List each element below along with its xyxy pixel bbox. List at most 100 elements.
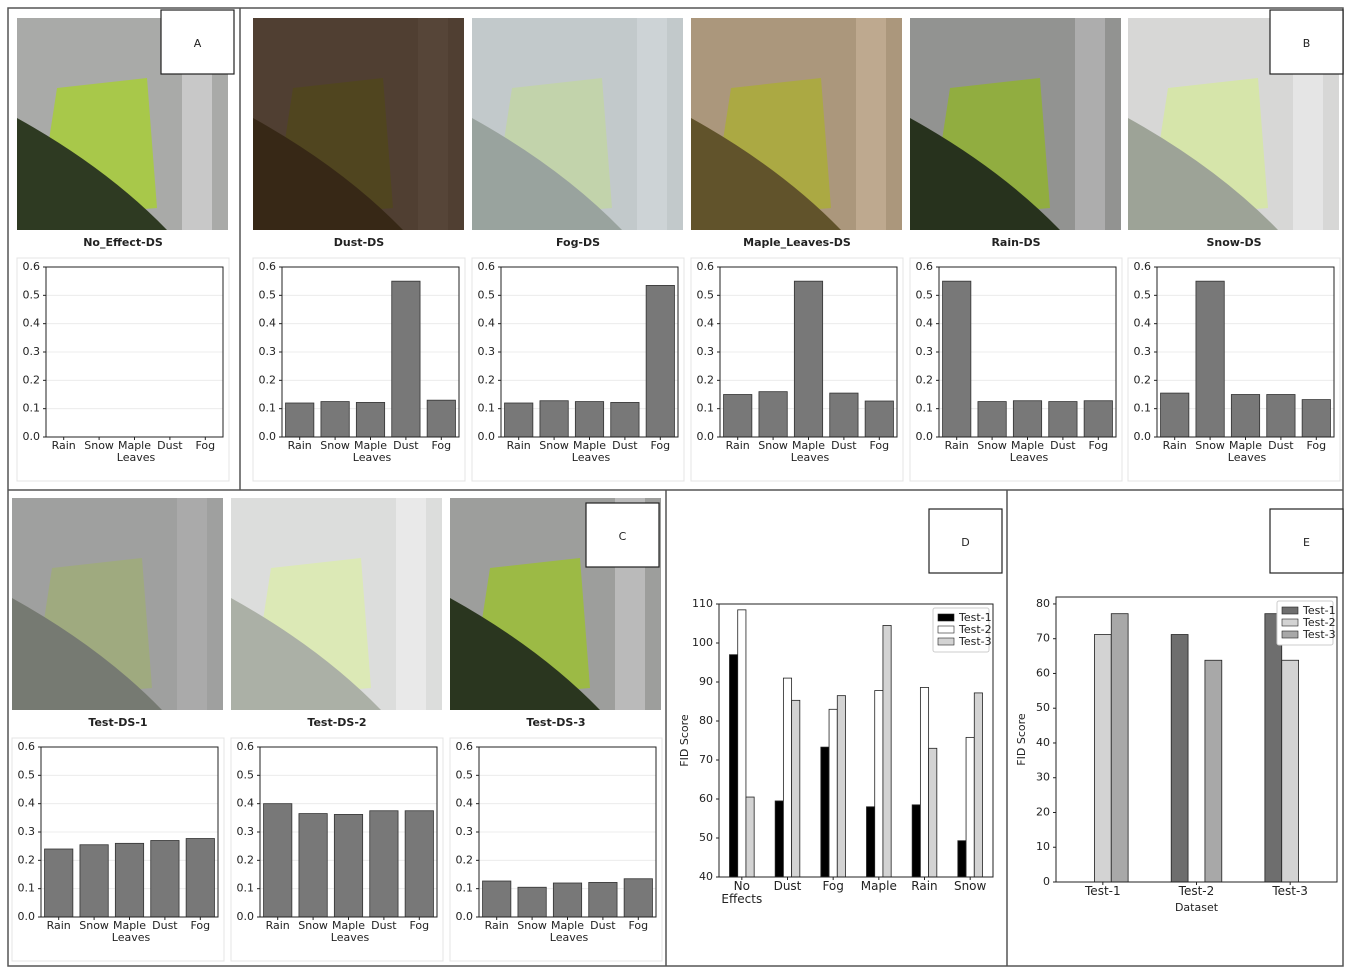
bar [80,845,108,917]
photo-tint [910,18,1121,230]
x-tick-label-box: Snow [947,880,993,914]
x-tick-label: Dust [152,440,187,452]
y-tick-label: 0.4 [916,317,934,330]
y-tick-label: 0.0 [478,430,496,443]
bar [829,709,837,877]
x-tick-label: Rain [1157,440,1192,452]
legend-swatch [1282,607,1298,614]
y-tick-label: 80 [1036,597,1050,610]
x-tick-label: Maple Leaves [117,440,152,464]
x-tick-label: Maple Leaves [353,440,388,464]
x-tick-label: Maple Leaves [791,440,826,464]
x-tick-label-box: Maple Leaves [1010,440,1045,474]
bar [518,887,546,917]
y-tick-label: 0.1 [18,882,36,895]
x-tick-label: Rain [479,920,514,932]
y-axis-label: FID Score [1015,713,1028,766]
x-tick-label-box: No Effects [719,880,765,914]
y-tick-label: 0.6 [237,740,255,753]
bar [356,402,384,437]
x-axis-label: Dataset [1175,901,1219,914]
bar [321,402,349,437]
bar [646,285,674,437]
bar [624,879,652,917]
x-tick-label: Rain [902,880,948,893]
x-tick-label: Maple Leaves [331,920,366,944]
y-tick-label: 0.6 [1134,260,1152,273]
bar [1171,635,1188,882]
legend-swatch [1282,631,1298,638]
legend-label: Test-3 [1302,628,1336,641]
x-tick-label-box: Fog [424,440,459,474]
y-tick-label: 0.6 [18,740,36,753]
bar [1094,635,1111,882]
x-tick-label-box: Fog [621,920,656,954]
y-tick-label: 0.3 [237,825,255,838]
bar [837,696,845,877]
figure: ABCDENo_Effect-DS0.00.10.20.30.40.50.6Ra… [0,0,1349,967]
x-tick-label-box: Snow [317,440,352,474]
y-tick-label: 0.0 [259,430,277,443]
x-tick-label-box: Snow [1192,440,1227,474]
y-tick-label: 0.2 [916,373,934,386]
y-tick-label: 0.2 [1134,373,1152,386]
x-tick-label-box: Maple Leaves [331,920,366,954]
bar [286,403,314,437]
y-tick-label: 0.4 [18,797,36,810]
y-tick-label: 0.1 [478,402,496,415]
x-tick-label: Maple [856,880,902,893]
bar [1231,395,1259,438]
x-tick-label-box: Dust [607,440,642,474]
x-tick-label-box: Fog [643,440,678,474]
chart-title: Maple_Leaves-DS [743,236,851,249]
x-tick-label-box: Fog [1299,440,1334,474]
x-tick-label: Rain [939,440,974,452]
x-tick-label: Maple Leaves [1010,440,1045,464]
y-tick-label: 70 [1036,632,1050,645]
legend-swatch [1282,619,1298,626]
y-tick-label: 0.3 [478,345,496,358]
bar [783,678,791,877]
x-tick-label: Fog [402,920,437,932]
y-tick-label: 0.4 [23,317,41,330]
y-tick-label: 0.5 [916,288,934,301]
bar [929,748,937,877]
bar [392,281,420,437]
x-tick-label: Fog [424,440,459,452]
x-tick-label: Rain [501,440,536,452]
bar [405,811,433,917]
x-tick-label-box: Rain [282,440,317,474]
x-tick-label: Snow [76,920,111,932]
y-tick-label: 0.3 [1134,345,1152,358]
x-tick-label: Fog [643,440,678,452]
y-tick-label: 0.4 [259,317,277,330]
bar [875,691,883,877]
bar [821,747,829,877]
bar [759,392,787,437]
x-tick-label-box: Maple [856,880,902,914]
x-tick-label: Maple Leaves [112,920,147,944]
y-tick-label: 0.1 [916,402,934,415]
x-tick-label-box: Maple Leaves [117,440,152,474]
panel-label: E [1303,536,1310,549]
x-tick-label-box: Dust [585,920,620,954]
y-tick-label: 0.2 [237,853,255,866]
y-tick-label: 0.1 [237,882,255,895]
chart-title: Rain-DS [991,236,1040,249]
x-tick-label: Test-3 [1243,885,1337,898]
y-tick-label: 0.3 [259,345,277,358]
y-tick-label: 0.5 [18,768,36,781]
y-axis-label: FID Score [678,714,691,767]
bar [483,881,511,917]
y-tick-label: 0.1 [23,402,41,415]
y-tick-label: 90 [699,675,713,688]
bar [1084,401,1112,437]
bar [264,804,292,917]
y-tick-label: 0.6 [478,260,496,273]
bar [540,401,568,437]
x-tick-label-box: Snow [76,920,111,954]
x-tick-label-box: Snow [974,440,1009,474]
y-tick-label: 0.4 [697,317,715,330]
x-tick-label: Fog [621,920,656,932]
bar [1205,660,1222,882]
